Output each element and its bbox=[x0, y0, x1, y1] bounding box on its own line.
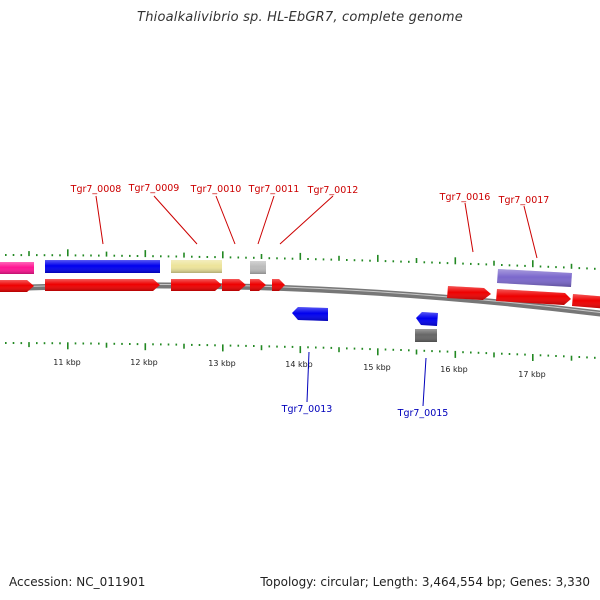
leader-lines-reverse bbox=[306, 351, 427, 407]
genome-summary-text: Topology: circular; Length: 3,464,554 bp… bbox=[260, 575, 590, 589]
kbp-label: 13 kbp bbox=[208, 359, 236, 368]
gene-labels-reverse: Tgr7_0013 Tgr7_0015 bbox=[281, 404, 449, 419]
gene-label[interactable]: Tgr7_0015 bbox=[397, 408, 449, 419]
gene-label[interactable]: Tgr7_0016 bbox=[439, 192, 491, 203]
cds-reverse-track bbox=[292, 307, 438, 342]
kbp-label: 12 kbp bbox=[130, 358, 158, 367]
kbp-label: 17 kbp bbox=[518, 370, 546, 379]
gene-label[interactable]: Tgr7_0010 bbox=[190, 184, 242, 195]
ticks-top bbox=[5, 249, 596, 270]
page-title: Thioalkalivibrio sp. HL-EbGR7, complete … bbox=[137, 10, 463, 25]
kbp-label: 16 kbp bbox=[440, 365, 468, 374]
gene-label[interactable]: Tgr7_0017 bbox=[498, 195, 550, 206]
kbp-labels: 11 kbp 12 kbp 13 kbp 14 kbp 15 kbp 16 kb… bbox=[53, 358, 546, 379]
gene-label[interactable]: Tgr7_0008 bbox=[70, 184, 122, 195]
accession-text: Accession: NC_011901 bbox=[9, 575, 146, 589]
leader-lines-forward bbox=[95, 195, 538, 259]
gene-label[interactable]: Tgr7_0013 bbox=[281, 404, 333, 415]
kbp-label: 11 kbp bbox=[53, 358, 81, 367]
cds-forward-track bbox=[0, 279, 600, 309]
gene-label[interactable]: Tgr7_0009 bbox=[128, 183, 180, 194]
feature-track-upper bbox=[0, 260, 572, 287]
gene-labels-forward: Tgr7_0008 Tgr7_0009 Tgr7_0010 Tgr7_0011 … bbox=[70, 183, 550, 206]
gene-label[interactable]: Tgr7_0011 bbox=[248, 184, 300, 195]
kbp-label: 14 kbp bbox=[285, 360, 313, 369]
kbp-label: 15 kbp bbox=[363, 363, 391, 372]
ticks-bottom bbox=[5, 342, 596, 361]
gene-label[interactable]: Tgr7_0012 bbox=[307, 185, 359, 196]
